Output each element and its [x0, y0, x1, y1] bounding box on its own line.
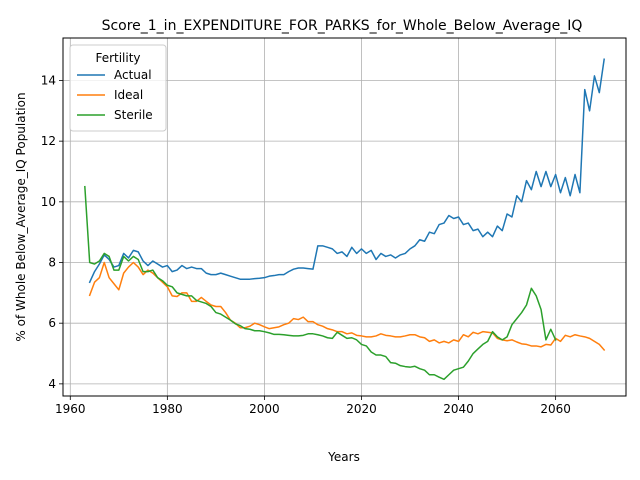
x-tick-label: 2060 — [540, 402, 571, 416]
legend-label-ideal: Ideal — [114, 88, 143, 102]
y-tick-label: 10 — [41, 195, 56, 209]
axis-ticks: 1960 1980 2000 2020 2040 2060 4 6 8 10 12 14 — [41, 73, 571, 416]
y-tick-label: 14 — [41, 73, 56, 87]
legend-label-sterile: Sterile — [114, 108, 153, 122]
x-tick-label: 2020 — [346, 402, 377, 416]
series-line-sterile — [84, 185, 557, 381]
series-line-actual — [88, 58, 606, 284]
x-axis-label: Years — [327, 450, 360, 464]
y-tick-label: 4 — [48, 377, 56, 391]
legend-items: Actual Ideal Sterile — [77, 68, 153, 122]
legend-box — [69, 44, 167, 132]
legend: Fertility Actual Ideal Sterile — [69, 44, 167, 132]
legend-title: Fertility — [95, 51, 140, 65]
series-layer — [84, 58, 606, 381]
x-tick-label: 2040 — [443, 402, 474, 416]
x-tick-label: 1960 — [55, 402, 86, 416]
x-tick-label: 2000 — [249, 402, 280, 416]
legend-label-actual: Actual — [114, 68, 152, 82]
chart-title: Score_1_in_EXPENDITURE_FOR_PARKS_for_Who… — [102, 18, 583, 34]
y-tick-label: 6 — [48, 316, 56, 330]
grid-lines — [63, 38, 626, 396]
y-tick-label: 8 — [48, 256, 56, 270]
x-tick-label: 1980 — [152, 402, 183, 416]
series-line-ideal — [88, 261, 606, 351]
y-axis-label: % of Whole Below_Average_IQ Population — [14, 92, 28, 341]
y-tick-label: 12 — [41, 134, 56, 148]
plot-frame — [62, 37, 627, 397]
